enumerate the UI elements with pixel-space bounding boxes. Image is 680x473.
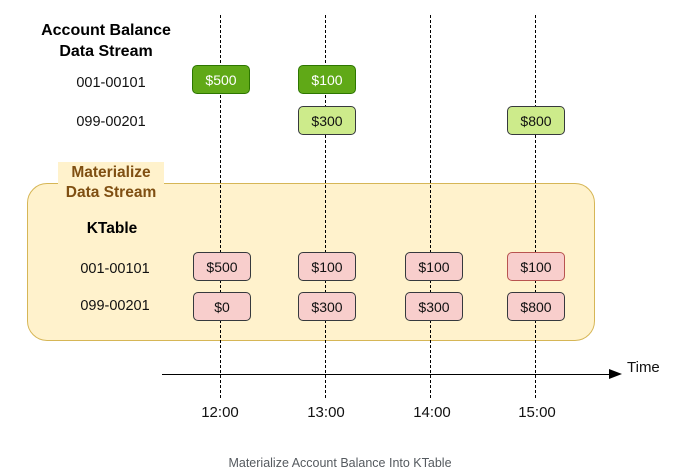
time-axis-line	[162, 374, 612, 375]
time-tick-1200: 12:00	[201, 404, 239, 421]
event-acct2-1300: $300	[298, 106, 356, 135]
ktable-cell-acct2-1500: $800	[507, 292, 565, 321]
event-acct1-1300: $100	[298, 65, 356, 94]
timeline-marker-1500	[535, 15, 536, 398]
time-tick-1300: 13:00	[307, 404, 345, 421]
time-axis-arrowhead	[609, 369, 622, 379]
stream-title: Account Balance Data Stream	[41, 22, 171, 60]
ktable-cell-acct2-1300: $300	[298, 292, 356, 321]
timeline-marker-1200	[220, 15, 221, 398]
figure-caption: Materialize Account Balance Into KTable	[228, 456, 452, 470]
ktable-title: KTable	[86, 220, 138, 237]
stream-account-1: 001-00101	[76, 75, 146, 91]
ktable-cell-acct1-1200: $500	[193, 252, 251, 281]
time-tick-1500: 15:00	[518, 404, 556, 421]
time-axis-label: Time	[627, 359, 660, 376]
ktable-cell-acct1-1300: $100	[298, 252, 356, 281]
event-acct2-1500: $800	[507, 106, 565, 135]
stream-account-2: 099-00201	[76, 114, 146, 130]
ktable-cell-acct2-1400: $300	[405, 292, 463, 321]
materialize-label: Materialize Data Stream	[58, 162, 164, 204]
ktable-account-1: 001-00101	[80, 261, 150, 277]
ktable-cell-acct1-1500: $100	[507, 252, 565, 281]
event-acct1-1200: $500	[192, 65, 250, 94]
time-tick-1400: 14:00	[413, 404, 451, 421]
ktable-cell-acct2-1200: $0	[193, 292, 251, 321]
timeline-marker-1400	[430, 15, 431, 398]
ktable-cell-acct1-1400: $100	[405, 252, 463, 281]
timeline-marker-1300	[325, 15, 326, 398]
ktable-account-2: 099-00201	[80, 298, 150, 314]
